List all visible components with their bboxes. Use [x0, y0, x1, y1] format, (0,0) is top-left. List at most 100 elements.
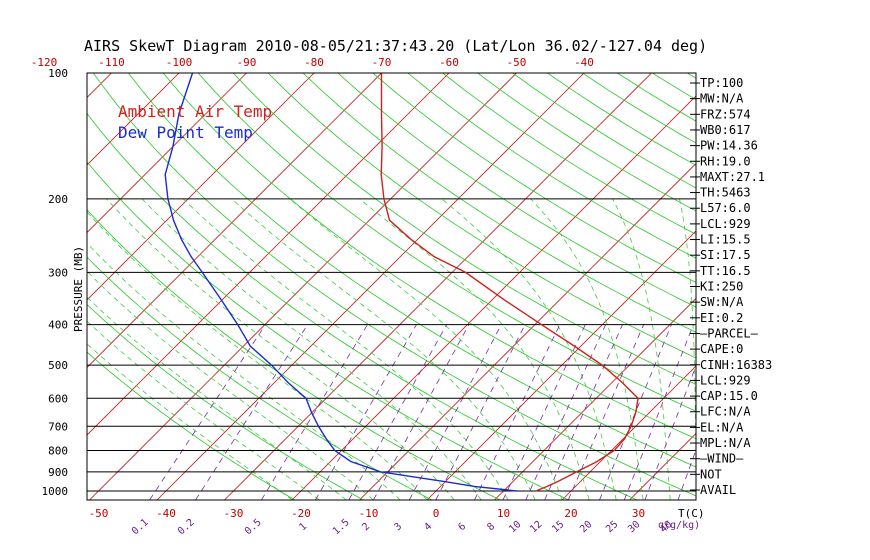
moist-adiabat: [679, 198, 696, 469]
pressure-tick-label: 900: [48, 466, 68, 479]
isotherm: [87, 73, 315, 301]
index-item: MAXT:27.1: [700, 170, 765, 184]
mixing-ratio-tick-label: 10: [507, 519, 523, 535]
dry-adiabat: [757, 73, 870, 500]
bottom-tick-label: 20: [564, 507, 577, 520]
moist-adiabat: [87, 242, 401, 500]
moist-adiabat: [289, 198, 563, 500]
moist-adiabat: [106, 198, 455, 500]
bottom-tick-label: 10: [497, 507, 510, 520]
index-item: WB0:617: [700, 123, 751, 137]
pressure-tick-label: 200: [48, 193, 68, 206]
index-item: MW:N/A: [700, 92, 744, 106]
index-item: RH:19.0: [700, 154, 751, 168]
index-item: LI:15.5: [700, 233, 751, 247]
top-tick-label: -50: [507, 56, 527, 69]
isotherm: [291, 95, 696, 500]
dry-adiabat: [862, 73, 870, 500]
dry-adiabat: [302, 73, 696, 333]
moist-adiabat: [87, 211, 428, 500]
isotherm: [561, 365, 696, 500]
mixing-ratio-tick-label: 15: [550, 519, 566, 535]
dry-adiabat: [92, 73, 696, 497]
index-item: LCL:929: [700, 217, 751, 231]
index-item: LFC:N/A: [700, 405, 751, 419]
dry-adiabat: [87, 112, 637, 500]
mixing-ratio-tick-label: 20: [578, 519, 594, 535]
moist-adiabat: [141, 198, 482, 500]
pressure-tick-label: 800: [48, 444, 68, 457]
index-item: L57:6.0: [700, 201, 751, 215]
index-item: SI:17.5: [700, 248, 751, 262]
bottom-tick-label: -20: [291, 507, 311, 520]
index-item: EL:N/A: [700, 420, 744, 434]
mixing-ratio-tick-label: 25: [604, 519, 620, 535]
mixing-ratio-line: [567, 324, 644, 500]
index-item: KI:250: [700, 280, 743, 294]
mixing-ratio-line: [525, 324, 606, 500]
top-temperature-tick-labels: -120 -110 -100 -90 -80 -70 -60 -50 -40: [31, 56, 594, 69]
dry-adiabat: [407, 73, 696, 259]
index-item: CINH:16383: [700, 358, 772, 372]
isotherm: [493, 297, 696, 500]
mixing-ratio-tick-label: 0.2: [176, 517, 197, 537]
mixing-ratio-tick-label: 0.5: [243, 517, 264, 537]
mixing-ratio-line: [644, 364, 696, 500]
mixing-ratio-line: [149, 324, 266, 500]
isotherm: [358, 162, 696, 500]
moist-adiabat: [359, 198, 590, 500]
dry-adiabat: [267, 73, 696, 359]
bottom-tick-label: 30: [632, 507, 645, 520]
mixing-ratio-unit: q(g/kg): [658, 520, 700, 531]
mixing-ratio-tick-label: 1: [297, 521, 309, 533]
mixing-ratio-tick-label: 3: [392, 521, 404, 533]
top-tick-label: -90: [237, 56, 257, 69]
dry-adiabat: [827, 73, 870, 500]
isotherm: [745, 60, 870, 520]
index-item: CAPE:0: [700, 342, 743, 356]
top-tick-label: -80: [304, 56, 324, 69]
pressure-tick-label: 500: [48, 359, 68, 372]
moist-adiabat: [231, 198, 536, 500]
mixing-ratio-line: [348, 324, 448, 500]
y-axis-label: PRESSURE (MB): [72, 246, 85, 332]
legend-dew-point-temp: Dew Point Temp: [118, 123, 253, 142]
mixing-ratio-tick-label: 6: [456, 521, 468, 533]
index-item: TH:5463: [700, 186, 751, 200]
top-tick-label: -60: [439, 56, 459, 69]
bottom-tick-label: -10: [359, 507, 379, 520]
dry-adiabat: [232, 73, 696, 385]
mixing-ratio-tick-label: 0.1: [130, 517, 151, 537]
bottom-temperature-tick-labels: -50 -40 -30 -20 -10 0 10 20 30: [89, 507, 646, 520]
top-tick-label: -120: [31, 56, 58, 69]
chart-title: AIRS SkewT Diagram 2010-08-05/21:37:43.2…: [84, 37, 707, 55]
dew-point-temp-line: [164, 73, 518, 492]
moist-adiabat: [87, 343, 293, 500]
pressure-tick-label: 300: [48, 266, 68, 279]
top-tick-label: -110: [98, 56, 125, 69]
pressure-tick-label: 1000: [42, 485, 69, 498]
dry-adiabat: [127, 73, 696, 468]
index-item: LCL:929: [700, 373, 751, 387]
x-axis-unit: T(C): [678, 507, 705, 520]
index-item: PW:14.36: [700, 139, 758, 153]
mixing-ratio-line: [544, 324, 623, 500]
mixing-ratio-line: [261, 324, 368, 500]
top-tick-label: -70: [372, 56, 392, 69]
index-item: MPL:N/A: [700, 436, 751, 450]
mixing-ratio-tick-label: 4: [422, 521, 434, 533]
bottom-tick-label: -30: [224, 507, 244, 520]
mixing-ratio-line: [623, 324, 694, 500]
bottom-tick-label: -40: [156, 507, 176, 520]
mixing-ratio-line: [315, 324, 417, 500]
moist-adiabat: [530, 198, 644, 500]
dry-adiabat: [477, 73, 696, 212]
dry-adiabat: [337, 73, 696, 308]
mixing-ratio-tick-labels: 0.1 0.2 0.5 1 1.5 2 3 4 6 8 10 12 15 20 25 30 40: [130, 517, 675, 537]
bottom-tick-label: 0: [433, 507, 440, 520]
ambient-air-temp-line: [380, 73, 639, 492]
index-item: CAP:15.0: [700, 389, 758, 403]
mixing-ratio-tick-label: 2: [360, 521, 372, 533]
